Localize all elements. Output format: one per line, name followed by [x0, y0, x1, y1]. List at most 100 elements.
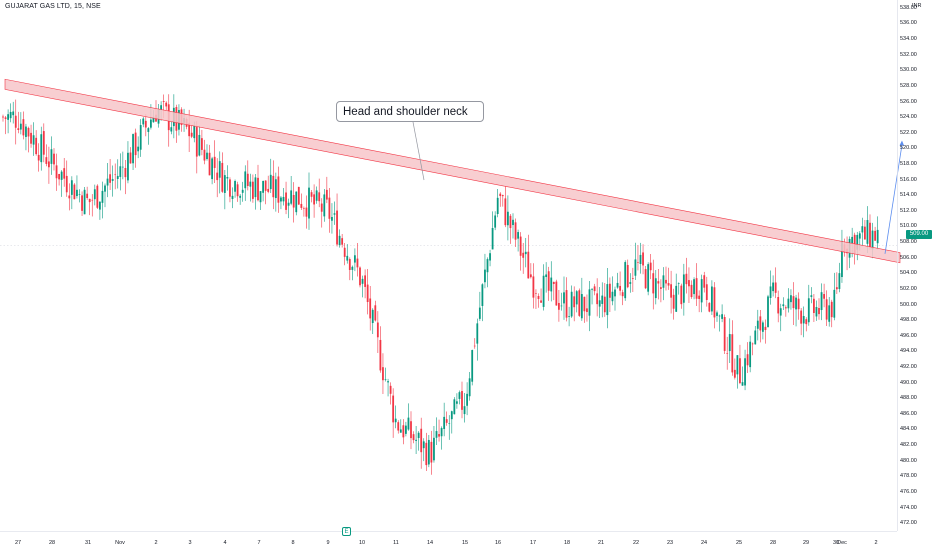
candle-body — [96, 185, 99, 208]
price-tick-label: 518.00 — [900, 160, 917, 167]
candle-body — [486, 259, 489, 273]
candle-body — [83, 189, 86, 215]
candle-body — [397, 422, 400, 431]
candle-body — [802, 316, 805, 324]
candle-body — [494, 215, 497, 228]
price-tick-label: 510.00 — [900, 223, 917, 230]
candle-body — [874, 230, 876, 241]
candle-body — [193, 125, 196, 139]
candle-body — [144, 120, 147, 128]
candle-body — [366, 284, 369, 302]
candle-body — [119, 166, 122, 177]
candle-body — [208, 152, 211, 176]
candle-body — [45, 157, 48, 164]
symbol-title[interactable]: GUJARAT GAS LTD, 15, NSE — [5, 3, 101, 10]
price-tick-label: 484.00 — [900, 426, 917, 433]
candle-body — [507, 211, 509, 226]
candle-body — [711, 286, 713, 312]
candle-body — [111, 179, 114, 181]
candle-body — [231, 195, 234, 199]
candle-body — [142, 118, 145, 125]
candle-body — [522, 252, 525, 258]
candle-body — [236, 184, 239, 197]
candle-body — [810, 295, 813, 297]
candle-body — [568, 316, 570, 317]
candle-body — [17, 128, 20, 130]
candle-body — [642, 252, 644, 266]
candle-body — [716, 312, 718, 316]
candle-body — [325, 189, 328, 200]
candle-body — [583, 296, 586, 312]
candle-body — [509, 215, 512, 229]
candle-body — [708, 302, 711, 312]
candle-body — [152, 116, 155, 123]
candle-body — [290, 190, 293, 204]
candle-body — [147, 128, 150, 132]
time-tick-label: 14 — [426, 540, 434, 546]
candle-body — [272, 175, 275, 198]
candle-body — [4, 117, 7, 119]
price-tick-label: 474.00 — [900, 504, 917, 511]
candle-body — [450, 411, 453, 420]
candle-body — [456, 401, 458, 404]
candle-body — [626, 264, 629, 288]
candle-body — [774, 282, 777, 293]
candle-body — [430, 441, 433, 463]
candle-body — [25, 126, 27, 137]
candle-body — [825, 299, 828, 320]
price-tick-label: 536.00 — [900, 20, 917, 27]
price-tick-label: 476.00 — [900, 488, 917, 495]
price-axis[interactable]: 472.00 474.00 476.00 478.00 480.00 482.00 484.… — [897, 0, 932, 531]
candle-body — [106, 178, 109, 186]
candle-body — [252, 181, 254, 199]
candle-body — [527, 251, 530, 279]
candle-body — [649, 262, 652, 271]
candle-body — [315, 190, 318, 201]
candle-body — [234, 180, 236, 192]
price-tick-label: 506.00 — [900, 254, 917, 261]
candle-body — [858, 233, 861, 239]
neckline-trendline[interactable] — [4, 78, 901, 264]
candle-body — [672, 294, 675, 309]
candle-body — [603, 296, 606, 313]
candle-body — [746, 354, 749, 366]
candle-body — [529, 274, 532, 278]
candle-body — [593, 286, 596, 292]
candle-body — [772, 282, 774, 292]
candle-body — [422, 441, 425, 449]
candle-body — [7, 114, 9, 120]
time-tick-label: Nov — [115, 540, 125, 546]
candle-body — [165, 102, 168, 107]
time-tick-label: 15 — [461, 540, 469, 546]
candle-body — [433, 437, 435, 461]
candle-body — [297, 186, 300, 205]
time-tick-label: 4 — [223, 540, 227, 546]
candle-body — [226, 177, 229, 179]
candle-body — [726, 353, 729, 354]
candle-body — [693, 279, 695, 295]
candle-body — [50, 149, 53, 164]
candle-body — [489, 253, 491, 261]
time-tick-label: 3 — [188, 540, 192, 546]
candle-body — [575, 291, 578, 305]
candle-body — [417, 432, 420, 439]
projection-arrow[interactable] — [884, 144, 903, 254]
earnings-event-icon[interactable]: E — [342, 527, 351, 536]
candle-body — [371, 309, 374, 324]
candle-body — [784, 307, 787, 309]
candle-body — [348, 259, 351, 270]
candle-body — [336, 210, 338, 245]
candle-body — [427, 439, 430, 465]
candle-body — [496, 197, 499, 215]
time-axis[interactable]: 27 28 31 Nov 2 3 4 7 8 9 10 11 14 15 16 17 18 21 22 23 24 25 2… — [0, 531, 897, 550]
candle-body — [435, 431, 438, 438]
annotation-callout[interactable]: Head and shoulder neck — [336, 101, 484, 122]
candle-body — [134, 132, 137, 156]
candle-body — [81, 195, 83, 211]
candle-body — [779, 308, 782, 316]
candle-body — [800, 310, 803, 324]
candle-body — [150, 119, 152, 128]
candle-body — [190, 132, 193, 137]
